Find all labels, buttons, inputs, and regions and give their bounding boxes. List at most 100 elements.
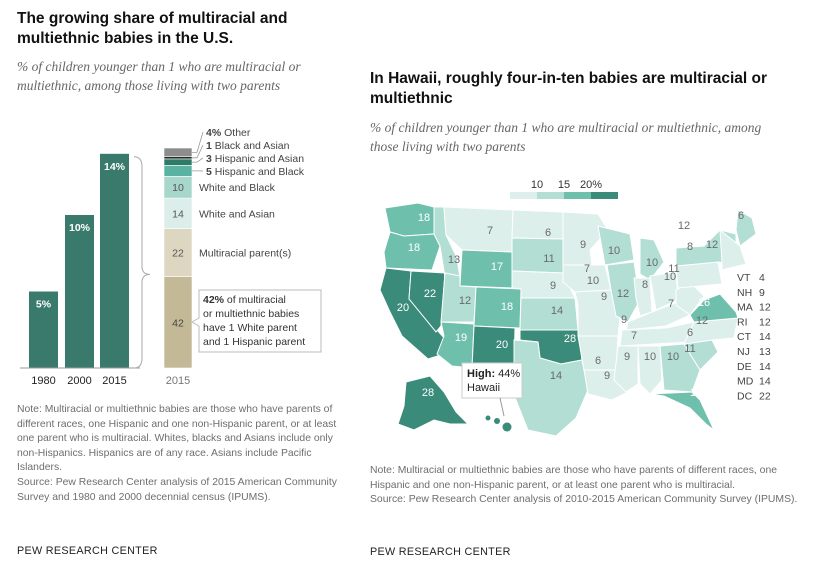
- state-value-19: 10: [587, 275, 599, 287]
- state-value-40: 11: [668, 263, 679, 275]
- state-north-dakota: [511, 209, 564, 240]
- state-value-7: 12: [459, 295, 471, 307]
- small-state-value-NJ: 13: [759, 346, 771, 358]
- state-value-5: 7: [487, 225, 493, 237]
- hawaii-callout-label: High:: [467, 368, 495, 380]
- state-kansas: [519, 297, 579, 331]
- small-state-value-DC: 22: [759, 390, 771, 402]
- bar-label-2000: 10%: [69, 222, 91, 234]
- state-value-33: 6: [687, 327, 693, 339]
- small-segment-value-7: 4%: [206, 127, 222, 139]
- state-value-8: 19: [455, 332, 467, 344]
- small-state-value-RI: 12: [759, 316, 771, 328]
- leader-line-5: [192, 157, 204, 163]
- x-tick-2000: 2000: [67, 375, 91, 387]
- state-value-21: 6: [595, 355, 601, 367]
- small-state-value-CT: 14: [759, 331, 771, 343]
- state-value-16: 14: [550, 370, 562, 382]
- state-value-24: 8: [642, 279, 648, 291]
- state-value-28: 9: [624, 351, 630, 363]
- brace-bracket: [133, 156, 151, 369]
- right-chart-title: In Hawaii, roughly four-in-ten babies ar…: [370, 70, 768, 107]
- state-value-41: 18: [690, 387, 702, 399]
- segment-value-0: 42: [172, 317, 184, 329]
- state-value-22: 10: [608, 245, 620, 257]
- small-segment-label-5: 3 Hispanic and Asian: [206, 153, 304, 165]
- annotation-line-1: or multiethnic babies: [203, 308, 299, 320]
- x-tick-2015: 2015: [102, 375, 126, 387]
- state-alaska: [397, 375, 470, 431]
- segment-value-1: 22: [172, 248, 184, 260]
- state-value-25: 9: [621, 314, 627, 326]
- annotation-text-0: of multiracial: [224, 294, 286, 306]
- state-mississippi: [613, 345, 639, 393]
- state-pennsylvania: [675, 261, 723, 289]
- small-state-value-NH: 9: [759, 287, 765, 299]
- state-value-32: 12: [678, 220, 690, 232]
- state-value-13: 9: [550, 280, 556, 292]
- hawaii-callout-pointer: [499, 397, 505, 417]
- state-value-39: 10: [664, 271, 676, 283]
- small-segment-name-4: Hispanic and Black: [212, 166, 305, 178]
- small-state-code-VT: VT: [737, 272, 751, 284]
- state-value-1: 18: [408, 242, 420, 254]
- state-maine: [735, 209, 757, 247]
- state-michigan: [639, 237, 665, 281]
- legend-value-0: 10: [531, 179, 543, 191]
- hawaii-callout-line-1: High: 44%: [467, 368, 520, 380]
- legend-swatch-2: [564, 192, 591, 199]
- small-state-code-DC: DC: [737, 390, 753, 402]
- state-value-30: 10: [667, 351, 679, 363]
- state-value-34: 16: [698, 297, 710, 309]
- leader-line-7: [192, 131, 204, 153]
- small-state-value-MD: 14: [759, 376, 771, 388]
- stack-segment-1: [163, 228, 193, 277]
- bar-1980: [29, 291, 58, 368]
- state-montana: [443, 206, 514, 253]
- state-value-20: 9: [601, 291, 607, 303]
- hawaii-callout-state: Hawaii: [467, 382, 500, 394]
- state-value-0: 18: [418, 212, 430, 224]
- left-note: Note: Multiracial or multiethnic babies …: [17, 403, 337, 505]
- state-value-12: 11: [543, 253, 554, 265]
- state-florida: [649, 391, 715, 431]
- small-state-code-MD: MD: [737, 376, 754, 388]
- legend-value-2: 20%: [580, 179, 602, 191]
- state-value-18: 7: [584, 263, 590, 275]
- state-value-42: 6: [738, 210, 744, 222]
- state-value-3: 20: [397, 302, 409, 314]
- state-value-4: 13: [448, 254, 460, 266]
- state-value-23: 12: [617, 288, 629, 300]
- right-chart-subtitle: % of children younger than 1 who are mul…: [370, 120, 762, 154]
- state-value-6: 17: [491, 261, 503, 273]
- state-value-35: 12: [696, 315, 708, 327]
- hawaii-callout-box: [461, 362, 523, 399]
- small-state-code-NJ: NJ: [737, 346, 750, 358]
- state-value-15: 28: [564, 333, 576, 345]
- segment-name-1: Multiracial parent(s): [199, 248, 291, 260]
- annotation-line-3: and 1 Hispanic parent: [203, 336, 305, 348]
- state-wisconsin: [597, 225, 635, 266]
- state-alabama: [637, 345, 663, 395]
- small-segment-value-5: 3: [206, 153, 212, 165]
- small-segment-value-4: 5: [206, 166, 212, 178]
- small-segment-name-7: Other: [221, 127, 251, 139]
- small-state-code-NH: NH: [737, 287, 752, 299]
- small-state-value-MA: 12: [759, 302, 771, 314]
- right-brand: PEW RESEARCH CENTER: [370, 546, 511, 558]
- small-segment-label-7: 4% Other: [206, 127, 251, 139]
- x-tick-1980: 1980: [31, 375, 55, 387]
- annotation-callout: 42% of multiracial or multiethnic babies h…: [190, 289, 322, 353]
- segment-value-2: 14: [172, 208, 184, 220]
- bar-2015: [100, 153, 129, 368]
- small-segment-name-5: Hispanic and Asian: [212, 153, 304, 165]
- right-source-text: Source: Pew Research Center analysis of …: [370, 494, 798, 506]
- small-state-value-DE: 14: [759, 361, 771, 373]
- bar-label-2015: 14%: [104, 161, 126, 173]
- stack-segment-2: [163, 197, 193, 229]
- state-oregon: [383, 231, 441, 271]
- small-state-code-CT: CT: [737, 331, 752, 343]
- small-segment-name-6: Black and Asian: [212, 140, 290, 152]
- state-value-11: 6: [545, 227, 551, 239]
- state-colorado: [473, 286, 522, 329]
